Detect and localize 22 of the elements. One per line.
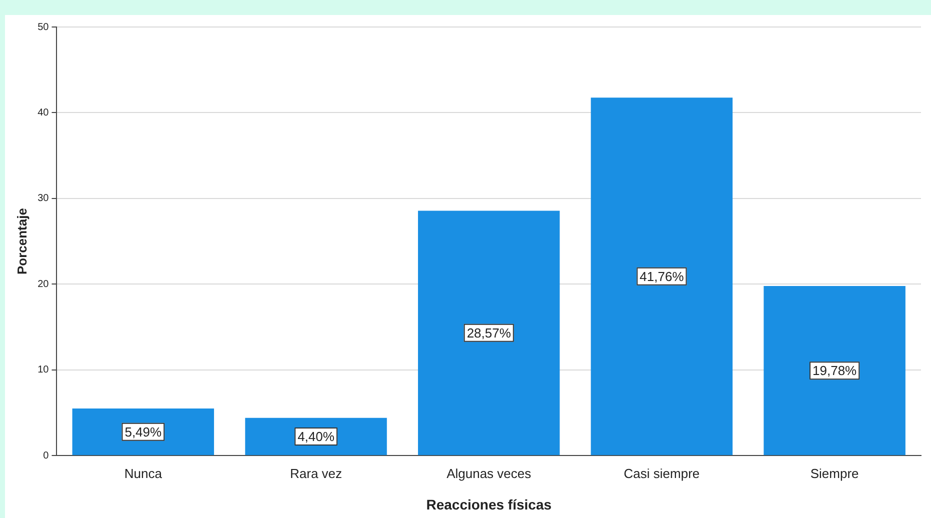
x-tick-label: Casi siempre <box>624 466 700 481</box>
bar <box>590 98 733 456</box>
y-tick-label: 20 <box>38 278 50 290</box>
x-tick-label: Siempre <box>810 466 859 481</box>
x-tick-label: Nunca <box>124 466 163 481</box>
bar <box>72 408 214 456</box>
y-tick-label: 40 <box>38 107 50 118</box>
data-label: 4,40% <box>298 429 335 444</box>
bar <box>764 286 906 456</box>
y-axis-title: Porcentaje <box>14 208 30 275</box>
y-tick-label: 10 <box>38 364 50 376</box>
bar <box>418 210 560 456</box>
data-label: 5,49% <box>124 424 162 440</box>
y-tick-label: 30 <box>38 193 50 204</box>
data-label: 19,78% <box>812 363 858 378</box>
x-tick-label: Rara vez <box>290 466 342 481</box>
data-label: 41,76% <box>640 268 684 284</box>
y-tick-label: 0 <box>43 450 50 462</box>
x-axis-title: Reacciones físicas <box>426 496 552 512</box>
y-tick-label: 50 <box>38 22 50 33</box>
data-label: 28,57% <box>466 325 512 340</box>
x-tick-label: Algunas veces <box>446 466 532 481</box>
